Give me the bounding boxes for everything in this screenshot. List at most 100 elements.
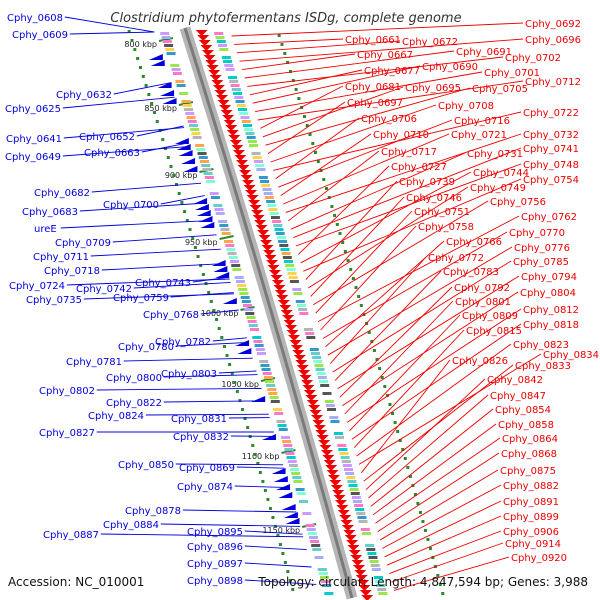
scale-dot	[188, 228, 192, 231]
label-connector	[275, 117, 360, 180]
scale-dot	[207, 291, 211, 294]
category-band	[265, 380, 275, 383]
tick-label: 950 kbp	[185, 238, 218, 247]
category-band	[273, 224, 283, 227]
category-band	[314, 364, 324, 367]
forward-feature-arrow	[212, 85, 225, 91]
category-band	[165, 48, 175, 51]
forward-feature-arrow	[261, 245, 274, 251]
category-band	[366, 548, 376, 551]
forward-feature-arrow	[197, 35, 210, 41]
category-band	[268, 392, 278, 395]
category-band	[310, 540, 320, 543]
category-band	[216, 40, 226, 43]
scale-dot	[403, 457, 407, 460]
scale-dot	[191, 237, 195, 240]
scale-dot	[273, 525, 277, 528]
category-band	[319, 576, 329, 579]
forward-feature-arrow	[266, 260, 279, 266]
category-band	[270, 216, 280, 219]
gene-label: Cphy_0739	[399, 177, 455, 188]
gene-label: Cphy_0895	[187, 527, 243, 538]
forward-feature-arrow	[226, 130, 239, 136]
scale-dot	[406, 466, 410, 469]
scale-dot	[222, 345, 226, 348]
forward-feature-arrow	[239, 170, 252, 176]
forward-feature-arrow	[359, 590, 372, 596]
label-connector	[312, 200, 489, 306]
scale-dot	[391, 412, 395, 415]
gc-skew-dots	[127, 30, 445, 595]
scale-dot	[357, 295, 361, 298]
category-band	[276, 236, 286, 239]
category-band	[231, 88, 241, 91]
label-connector	[247, 56, 504, 87]
gene-label: Cphy_0850	[118, 460, 174, 471]
forward-feature-arrow	[337, 510, 350, 516]
forward-feature-arrow	[334, 500, 347, 506]
label-connector	[329, 256, 427, 364]
label-connector	[278, 119, 453, 188]
label-connector	[200, 309, 239, 315]
category-band	[221, 232, 231, 235]
label-connector	[370, 408, 494, 507]
category-band	[223, 60, 233, 63]
category-band	[312, 548, 322, 551]
category-band	[245, 312, 255, 315]
category-band	[296, 304, 306, 307]
category-band	[171, 68, 181, 71]
scale-dot	[133, 48, 137, 51]
category-band	[256, 168, 266, 171]
forward-feature-arrow	[308, 405, 321, 411]
label-connector	[160, 523, 301, 527]
label-connector	[379, 469, 499, 541]
category-band	[303, 328, 313, 331]
scale-dot	[294, 88, 298, 91]
scale-dot	[378, 367, 382, 370]
category-band	[260, 364, 270, 367]
gene-label: Cphy_0864	[502, 434, 558, 445]
category-band	[371, 568, 381, 571]
category-band	[267, 204, 277, 207]
gene-label: Cphy_0663	[84, 148, 140, 159]
category-band	[288, 276, 298, 279]
forward-feature-arrow	[255, 225, 268, 231]
forward-feature-arrow	[260, 240, 273, 246]
category-band	[367, 552, 377, 555]
forward-feature-arrow	[306, 400, 319, 406]
category-band	[296, 492, 306, 495]
category-band	[268, 208, 278, 211]
forward-feature-arrow	[208, 70, 221, 76]
scale-dot	[241, 408, 245, 411]
gene-label: Cphy_0708	[438, 101, 494, 112]
label-connector	[372, 423, 497, 516]
gene-label: Cphy_0742	[76, 284, 132, 295]
reverse-feature-arrow	[150, 60, 165, 66]
label-connector	[160, 195, 205, 205]
gene-label: Cphy_0822	[106, 398, 162, 409]
scale-dot	[180, 201, 184, 204]
scale-dot	[235, 390, 239, 393]
label-connector	[353, 329, 465, 448]
category-band	[305, 332, 315, 335]
gene-label: Cphy_0625	[5, 104, 61, 115]
category-band	[274, 228, 284, 231]
scale-dot	[228, 363, 232, 366]
category-band	[334, 436, 344, 439]
reverse-feature-arrow	[180, 158, 195, 164]
gene-label: Cphy_0717	[381, 147, 437, 158]
category-band	[291, 472, 301, 475]
category-band	[298, 308, 308, 311]
category-band	[214, 208, 224, 211]
forward-feature-arrow	[280, 310, 293, 316]
category-band	[204, 176, 214, 179]
label-connector	[62, 96, 175, 109]
gene-label: Cphy_0884	[103, 520, 159, 531]
category-band	[316, 372, 326, 375]
forward-strand-features	[195, 30, 374, 600]
label-connector	[133, 281, 231, 289]
label-connector	[305, 180, 398, 280]
category-band	[361, 532, 371, 535]
category-band	[187, 120, 197, 123]
